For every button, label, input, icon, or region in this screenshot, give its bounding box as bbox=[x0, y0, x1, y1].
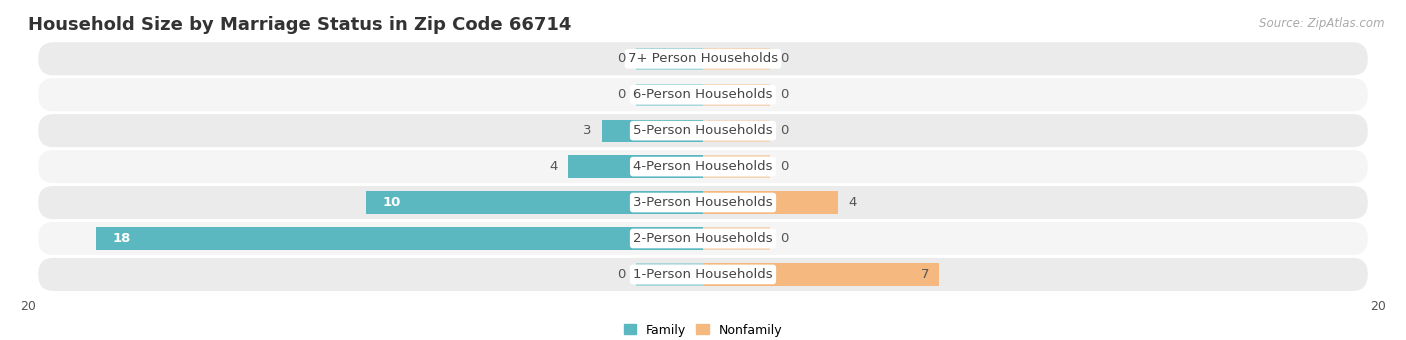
FancyBboxPatch shape bbox=[38, 42, 1368, 75]
Text: 0: 0 bbox=[780, 52, 789, 65]
Bar bbox=[636, 48, 703, 70]
Bar bbox=[568, 155, 703, 178]
Text: 3-Person Households: 3-Person Households bbox=[633, 196, 773, 209]
FancyBboxPatch shape bbox=[38, 258, 1368, 291]
Text: 0: 0 bbox=[780, 124, 789, 137]
Bar bbox=[703, 120, 770, 142]
Text: 7: 7 bbox=[921, 268, 929, 281]
Text: 10: 10 bbox=[382, 196, 401, 209]
FancyBboxPatch shape bbox=[38, 114, 1368, 147]
Text: 0: 0 bbox=[780, 160, 789, 173]
Text: 5-Person Households: 5-Person Households bbox=[633, 124, 773, 137]
Text: 4: 4 bbox=[550, 160, 558, 173]
Bar bbox=[703, 191, 838, 214]
Bar bbox=[602, 120, 703, 142]
Legend: Family, Nonfamily: Family, Nonfamily bbox=[619, 319, 787, 340]
FancyBboxPatch shape bbox=[38, 186, 1368, 219]
Bar bbox=[703, 227, 770, 250]
Bar bbox=[96, 227, 703, 250]
Text: 2-Person Households: 2-Person Households bbox=[633, 232, 773, 245]
Bar bbox=[636, 84, 703, 106]
Text: 3: 3 bbox=[583, 124, 592, 137]
Text: 18: 18 bbox=[112, 232, 131, 245]
Text: 4: 4 bbox=[848, 196, 856, 209]
Text: 0: 0 bbox=[617, 88, 626, 101]
Text: 0: 0 bbox=[780, 88, 789, 101]
Bar bbox=[703, 84, 770, 106]
Text: 7+ Person Households: 7+ Person Households bbox=[628, 52, 778, 65]
Bar bbox=[636, 263, 703, 286]
FancyBboxPatch shape bbox=[38, 150, 1368, 183]
Bar bbox=[703, 48, 770, 70]
Text: 0: 0 bbox=[617, 268, 626, 281]
Bar bbox=[703, 155, 770, 178]
Text: 0: 0 bbox=[617, 52, 626, 65]
Text: 6-Person Households: 6-Person Households bbox=[633, 88, 773, 101]
Text: 0: 0 bbox=[780, 232, 789, 245]
Bar bbox=[366, 191, 703, 214]
Text: 4-Person Households: 4-Person Households bbox=[633, 160, 773, 173]
Text: Household Size by Marriage Status in Zip Code 66714: Household Size by Marriage Status in Zip… bbox=[28, 16, 571, 34]
Text: Source: ZipAtlas.com: Source: ZipAtlas.com bbox=[1260, 17, 1385, 30]
Text: 1-Person Households: 1-Person Households bbox=[633, 268, 773, 281]
FancyBboxPatch shape bbox=[38, 222, 1368, 255]
FancyBboxPatch shape bbox=[38, 78, 1368, 111]
Bar bbox=[703, 263, 939, 286]
